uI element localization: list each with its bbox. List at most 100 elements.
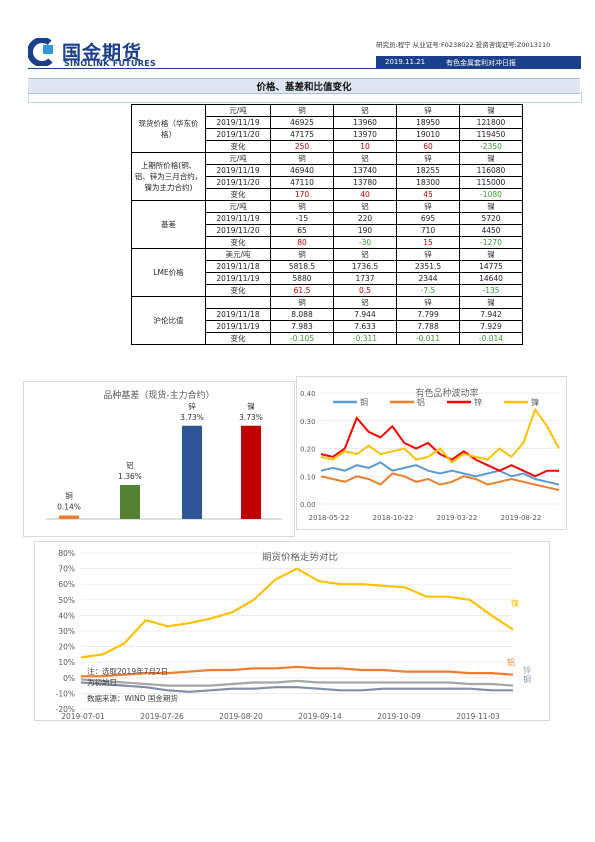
section-title: 价格、基差和比值变化 bbox=[256, 82, 352, 93]
bar bbox=[59, 515, 79, 519]
y-tick-label: -10% bbox=[56, 689, 75, 698]
series-line-锌 bbox=[320, 416, 559, 478]
table-group-label: LME价格 bbox=[131, 248, 206, 297]
table-header-cell: 元/吨 bbox=[205, 104, 271, 117]
table-cell: 1736.5 bbox=[333, 260, 397, 273]
category-label: 铜 bbox=[65, 491, 73, 501]
table-change-cell: -30 bbox=[333, 236, 397, 249]
table-row: 上期所价格(铜、铝、锌为三月合约，镍为主力合约) 元/吨铜铝锌镍 bbox=[131, 152, 523, 201]
x-tick-label: 2019-07-01 bbox=[61, 712, 105, 720]
end-label: 锌 bbox=[523, 665, 531, 675]
x-tick-label: 2019-07-26 bbox=[140, 712, 184, 720]
table-cell: 115000 bbox=[459, 176, 523, 189]
table-change-cell: 45 bbox=[396, 188, 460, 201]
table-cell: 119450 bbox=[459, 128, 523, 141]
x-tick-label: 2019-09-14 bbox=[298, 712, 342, 720]
table-row: LME价格 美元/吨铜铝锌镍 bbox=[131, 248, 523, 297]
chart-note-cont: 为初始日 bbox=[87, 677, 117, 687]
x-tick-label: 2018-10-22 bbox=[373, 514, 414, 522]
series-line-铜 bbox=[80, 681, 513, 693]
section-bar bbox=[28, 78, 580, 94]
table-cell: 18300 bbox=[396, 176, 460, 189]
category-label: 镍 bbox=[247, 401, 255, 411]
table-cell: 5720 bbox=[459, 212, 523, 225]
chart-title: 品种基差（现货-主力合约） bbox=[103, 389, 214, 401]
table-cell: 7.929 bbox=[459, 320, 523, 333]
y-tick-label: 0% bbox=[63, 674, 75, 683]
table-cell: 47175 bbox=[270, 128, 334, 141]
table-row: 2019/11/18 8.088 7.944 7.799 7.942 bbox=[132, 308, 523, 321]
table-change-cell: -1080 bbox=[459, 188, 523, 201]
table-change-cell: -1270 bbox=[459, 236, 523, 249]
price-table: 现货价格（华东价格） 元/吨铜铝锌镍 2019/11/19 46925 13960 189… bbox=[131, 104, 523, 345]
table-cell: 2019/11/20 bbox=[205, 176, 271, 189]
table-header-cell: 铜 bbox=[270, 296, 334, 309]
table-header-cell: 镍 bbox=[459, 248, 523, 261]
y-tick-label: 0.40 bbox=[300, 390, 316, 398]
table-header-cell: 元/吨 bbox=[205, 152, 271, 165]
table-row: 变化 -0.105 -0.311 -0.011 -0.014 bbox=[132, 332, 523, 345]
end-label: 铜 bbox=[523, 674, 531, 684]
table-cell: 5818.5 bbox=[270, 260, 334, 273]
table-header-cell: 铜 bbox=[270, 248, 334, 261]
series-line-铝 bbox=[81, 665, 514, 678]
analyst-info: 研究员:程宁 从业证号:F0238022 投资咨询证号:Z0013110 bbox=[376, 41, 551, 49]
table-cell: 7.633 bbox=[333, 320, 397, 333]
table-row: 2019/11/20 65 190 710 4450 bbox=[132, 224, 523, 237]
series-line-铜 bbox=[320, 461, 560, 486]
table-header-cell: 锌 bbox=[396, 152, 460, 165]
table-cell: 2019/11/20 bbox=[205, 224, 271, 237]
y-tick-label: 0.10 bbox=[300, 473, 316, 481]
table-cell: 18950 bbox=[396, 116, 460, 129]
report-name: 有色金属套利对冲日报 bbox=[446, 59, 516, 67]
table-header-cell: 铜 bbox=[270, 152, 334, 165]
table-cell: 13960 bbox=[333, 116, 397, 129]
table-cell: 695 bbox=[396, 212, 460, 225]
y-tick-label: 20% bbox=[58, 643, 75, 652]
category-label: 铝 bbox=[126, 460, 134, 470]
y-tick-label: 0.20 bbox=[300, 446, 316, 454]
table-cell: 7.799 bbox=[396, 308, 460, 321]
table-cell: 116080 bbox=[459, 164, 523, 177]
series-line-铝 bbox=[320, 472, 560, 492]
table-header-cell: 锌 bbox=[396, 200, 460, 213]
table-cell: 13740 bbox=[333, 164, 397, 177]
brand-name-cn: 国金期货 bbox=[62, 42, 143, 64]
data-label: 3.73% bbox=[180, 413, 204, 422]
legend-label: 镍 bbox=[531, 397, 539, 407]
table-header-cell: 镍 bbox=[459, 104, 523, 117]
y-tick-label: 60% bbox=[58, 580, 75, 589]
table-change-cell: 80 bbox=[270, 236, 334, 249]
table-cell: 8.088 bbox=[270, 308, 334, 321]
table-change-cell: 变化 bbox=[205, 140, 271, 153]
table-change-cell: -2350 bbox=[459, 140, 523, 153]
y-tick-label: 50% bbox=[58, 596, 75, 605]
x-tick-label: 2019-03-22 bbox=[437, 514, 478, 522]
table-cell: 46940 bbox=[270, 164, 334, 177]
table-header-cell: 美元/吨 bbox=[205, 248, 271, 261]
table-change-cell: 变化 bbox=[205, 236, 271, 249]
table-cell: 2019/11/19 bbox=[205, 212, 271, 225]
volatility-line-chart: 有色品种波动率 0.00 0.10 0.20 0.30 0.40 2018-05-22 201… bbox=[296, 376, 567, 530]
table-group-label: 上期所价格(铜、铝、锌为三月合约，镍为主力合约) bbox=[131, 152, 206, 201]
table-change-cell: 60 bbox=[396, 140, 460, 153]
table-header-cell: 镍 bbox=[459, 296, 523, 309]
table-change-cell: 10 bbox=[333, 140, 397, 153]
table-change-cell: 0.5 bbox=[333, 284, 397, 297]
end-label: 铝 bbox=[507, 657, 515, 667]
table-cell: 2019/11/18 bbox=[205, 308, 271, 321]
company-logo bbox=[26, 37, 57, 67]
table-header-cell: 锌 bbox=[396, 296, 460, 309]
header-divider bbox=[28, 68, 580, 69]
y-tick-label: 0.00 bbox=[300, 501, 316, 509]
table-change-cell: -0.105 bbox=[270, 332, 334, 345]
header-date-bar bbox=[376, 56, 581, 69]
price-trend-chart: 期货价格走势对比 80% 70% 60% 50% 40% 30% 20% 10% 0% -10% -2… bbox=[34, 541, 550, 721]
table-cell: 2019/11/19 bbox=[205, 116, 271, 129]
table-group-label: 现货价格（华东价格） bbox=[131, 104, 206, 153]
bar bbox=[182, 425, 202, 519]
table-header-cell: 锌 bbox=[396, 104, 460, 117]
table-header-cell: 铝 bbox=[333, 152, 397, 165]
y-tick-label: 0.30 bbox=[300, 418, 316, 426]
series-line-镍 bbox=[320, 407, 560, 464]
